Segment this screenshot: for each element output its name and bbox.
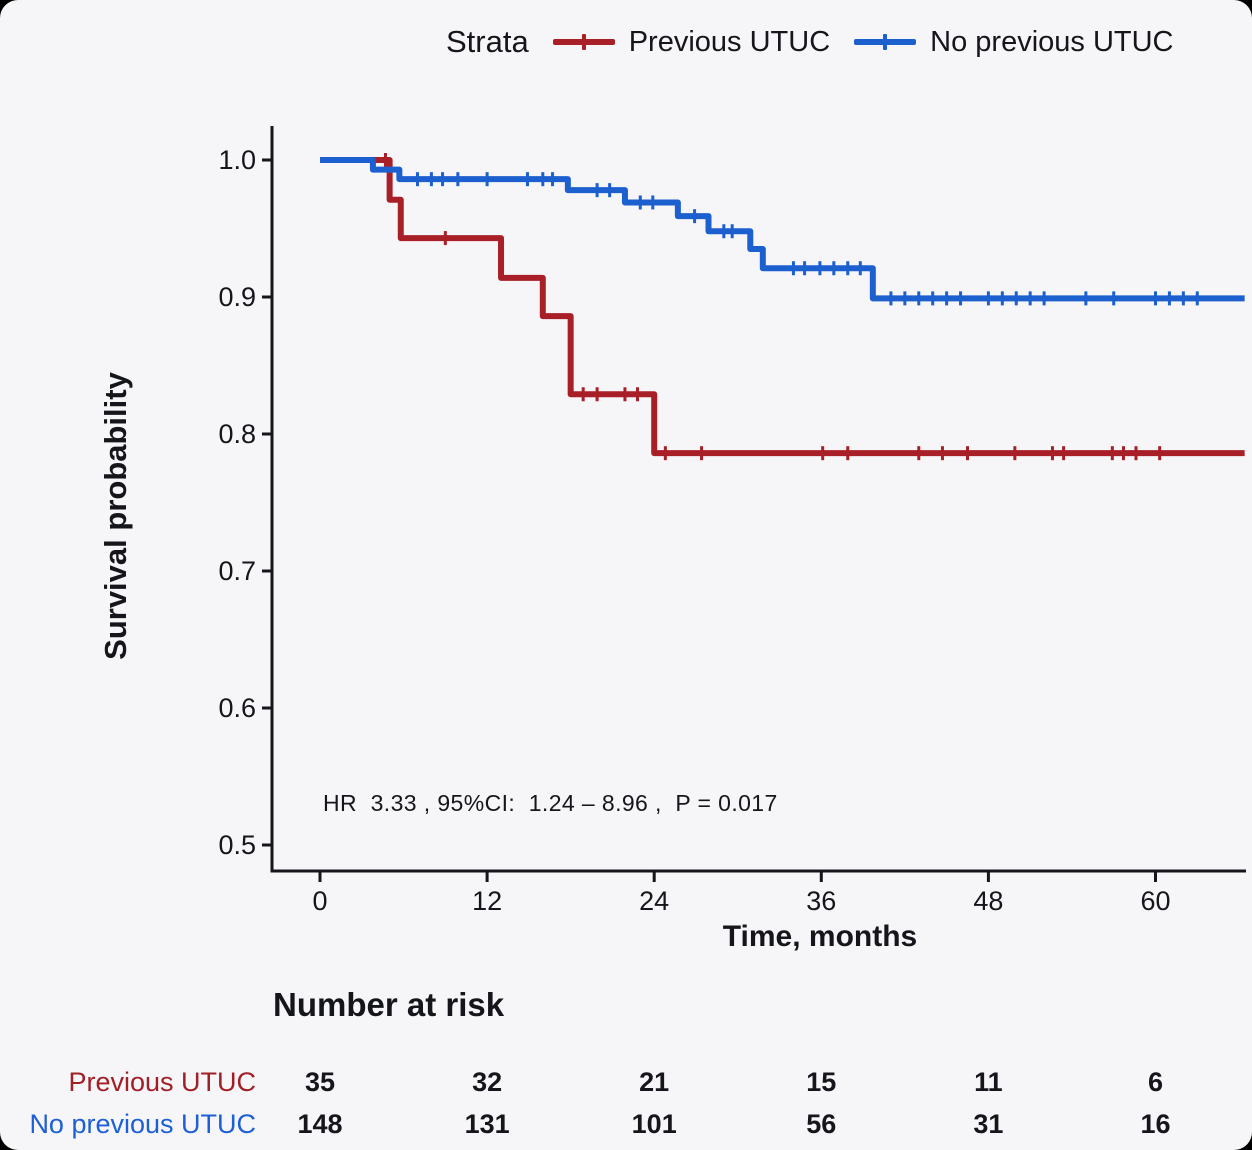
y-tick-label-0.9: 0.9: [218, 282, 256, 312]
x-tick-label-60: 60: [1140, 886, 1171, 916]
legend-item-previous-utuc: Previous UTUC: [552, 25, 831, 59]
risk-value-row0-t48: 11: [974, 1067, 1003, 1097]
legend-title: Strata: [446, 24, 529, 59]
risk-value-row1-t60: 16: [1140, 1109, 1171, 1139]
risk-value-row1-t36: 56: [806, 1109, 837, 1139]
y-axis-title: Survival probability: [98, 372, 133, 660]
y-tick-label-0.5: 0.5: [218, 830, 256, 860]
legend-key-no-previous-utuc-icon: [854, 34, 917, 50]
y-tick-label-0.6: 0.6: [218, 693, 256, 723]
risk-value-row0-t60: 6: [1147, 1067, 1164, 1097]
risk-table-title: Number at risk: [273, 986, 505, 1023]
y-tick-label-0.7: 0.7: [218, 556, 256, 586]
survival-curve-no-previous-utuc: [320, 157, 1245, 302]
risk-row-label-previous-utuc: Previous UTUC: [68, 1067, 256, 1097]
legend-label-previous-utuc: Previous UTUC: [628, 25, 831, 58]
y-tick-label-0.8: 0.8: [218, 419, 256, 449]
risk-value-row1-t0: 148: [297, 1109, 343, 1139]
risk-value-row1-t48: 31: [973, 1109, 1004, 1139]
y-tick-label-1.0: 1.0: [218, 145, 256, 175]
x-tick-label-36: 36: [806, 886, 837, 916]
risk-value-row0-t12: 32: [472, 1067, 503, 1097]
survival-curve-previous-utuc: [320, 157, 1245, 457]
legend: Strata Previous UTUC No previous UTUC: [446, 24, 1174, 60]
x-tick-label-12: 12: [472, 886, 503, 916]
x-tick-label-48: 48: [973, 886, 1004, 916]
legend-key-previous-utuc-icon: [552, 34, 615, 50]
legend-item-no-previous-utuc: No previous UTUC: [854, 25, 1174, 59]
risk-value-row0-t36: 15: [806, 1067, 837, 1097]
risk-value-row0-t0: 35: [304, 1067, 336, 1097]
legend-label-no-previous-utuc: No previous UTUC: [930, 25, 1174, 58]
x-axis-title: Time, months: [722, 920, 918, 953]
risk-row-label-no-previous-utuc: No previous UTUC: [29, 1109, 256, 1139]
x-tick-label-0: 0: [312, 886, 328, 916]
risk-value-row1-t12: 131: [464, 1109, 510, 1139]
legend-censor-tick-icon: [581, 34, 586, 50]
risk-value-row1-t24: 101: [631, 1109, 677, 1139]
x-tick-label-24: 24: [639, 886, 670, 916]
risk-value-row0-t24: 21: [639, 1067, 670, 1097]
legend-censor-tick-icon: [883, 34, 888, 50]
hr-annotation: HR 3.33 , 95%CI: 1.24 – 8.96 , P = 0.017: [323, 790, 778, 816]
